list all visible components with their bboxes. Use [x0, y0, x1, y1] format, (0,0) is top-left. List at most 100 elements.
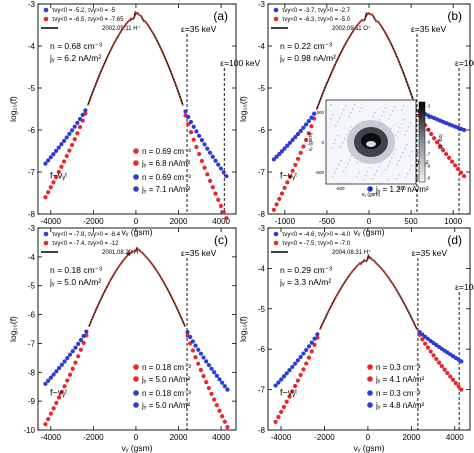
measured-point: [404, 304, 406, 306]
energy-35-label: ε=35 keV: [181, 248, 217, 258]
measured-point: [141, 251, 144, 254]
fit-blue-marker: [367, 186, 373, 192]
measured-point: [114, 40, 117, 42]
fit-red-marker: [367, 376, 373, 382]
measured-point: [324, 85, 327, 88]
measured-point: [129, 19, 132, 22]
measured-point: [395, 288, 398, 291]
measured-point: [372, 14, 374, 17]
measured-point: [88, 325, 90, 328]
measured-point: [378, 265, 381, 268]
red-fit-point: [287, 394, 292, 399]
y-tick-label: -9: [28, 397, 36, 406]
red-fit-point: [444, 151, 449, 157]
measured-point: [383, 271, 386, 274]
red-fit-point: [218, 203, 224, 209]
inset-speckle: [335, 125, 337, 127]
panel-b: -1000 -500 0 500 1000-8-7-6-5-4-3vᵧ (gsm)log…: [238, 0, 474, 237]
measured-point: [165, 58, 167, 61]
measured-point: [132, 18, 135, 20]
red-fit-point: [73, 360, 78, 365]
inset-speckle: [407, 173, 409, 175]
blue-fit-point: [76, 341, 81, 346]
measured-point: [100, 68, 103, 71]
inset-speckle: [397, 131, 399, 133]
panel-d: -4000 -2000 0 2000 4000 -8 -7 -6 -5 -4 -3 vᵧ (gsm) l…: [238, 224, 474, 453]
blue-fit-point: [70, 349, 75, 354]
measured-point: [358, 21, 361, 24]
measured-point: [103, 61, 106, 64]
measured-point: [328, 307, 331, 310]
blue-fit-point: [202, 142, 207, 147]
panel-label: (a): [213, 9, 228, 23]
measured-point: [401, 70, 404, 73]
measured-point: [151, 262, 153, 265]
panel-a: -4000 -2000 0 2000 4000 -8 -7 -6 -5 -4 -3 vᵧ (gsm) l…: [8, 0, 261, 237]
red-fit-point: [46, 190, 51, 195]
red-fit-point: [67, 148, 72, 153]
red-fit-point: [279, 409, 284, 415]
measured-point: [397, 292, 400, 295]
x-tick-label: -4000: [41, 217, 62, 226]
x-tick-label: 4000: [446, 433, 464, 442]
inset-speckle: [408, 126, 410, 128]
red-fit-point: [214, 403, 219, 408]
inset-speckle: [411, 165, 413, 167]
measured-point: [329, 75, 331, 77]
fit-blue-current: jᵧ = 1.27 nA/m²: [375, 185, 429, 194]
measured-point: [330, 72, 333, 75]
blue-fit-point: [46, 158, 51, 163]
measured-point: [410, 316, 413, 319]
measured-point: [105, 59, 107, 62]
x-tick-label: -1000: [275, 217, 296, 226]
blue-fit-point: [306, 119, 311, 124]
red-fit-point: [43, 195, 48, 200]
measured-point: [371, 13, 373, 16]
measured-point: [113, 272, 116, 274]
blue-fit-point: [193, 343, 198, 348]
y-axis-label: log₁₀(f): [238, 316, 248, 342]
measured-point: [334, 62, 337, 65]
measured-point: [119, 263, 121, 266]
measured-point: [168, 66, 170, 69]
blue-fit-point: [417, 329, 422, 335]
energy-35-label: ε=35 keV: [181, 24, 217, 34]
measured-point: [335, 60, 338, 63]
measured-point: [352, 30, 355, 32]
blue-fit-point: [205, 146, 210, 151]
measured-point: [345, 279, 347, 282]
measured-point: [379, 266, 382, 269]
measured-point: [396, 290, 399, 293]
x-tick-label: -2000: [83, 217, 104, 226]
inset-y-tick-label: -500: [315, 170, 325, 175]
fit-red-current: jᵧ = 5.0 nA/m²: [141, 375, 190, 384]
measured-point: [168, 291, 170, 293]
measured-point: [90, 320, 93, 322]
measured-point: [101, 66, 104, 69]
measured-point: [339, 288, 342, 290]
measured-point: [385, 274, 388, 277]
inset-speckle: [388, 118, 390, 120]
energy-100-label: ε=100 keV: [455, 58, 474, 68]
measured-point: [97, 76, 100, 79]
x-axis-label: vᵧ (gsm): [353, 227, 384, 237]
red-fit-point: [56, 169, 61, 175]
measured-point: [400, 67, 403, 70]
red-fit-point: [72, 137, 77, 142]
blue-fit-point: [67, 131, 72, 137]
legend-blue-marker: [273, 7, 279, 13]
measured-point: [113, 42, 116, 44]
measured-point: [102, 63, 105, 66]
measured-point: [172, 77, 175, 80]
red-fit-point: [62, 384, 67, 389]
red-fit-point: [77, 124, 83, 130]
x-tick-label: 500: [404, 217, 418, 226]
red-fit-point: [199, 158, 204, 164]
measured-point: [411, 318, 414, 321]
red-fit-point: [309, 124, 314, 129]
inset-speckle: [342, 142, 344, 144]
measured-point: [336, 293, 339, 296]
inset-speckle: [337, 121, 339, 123]
measured-point: [141, 18, 144, 21]
